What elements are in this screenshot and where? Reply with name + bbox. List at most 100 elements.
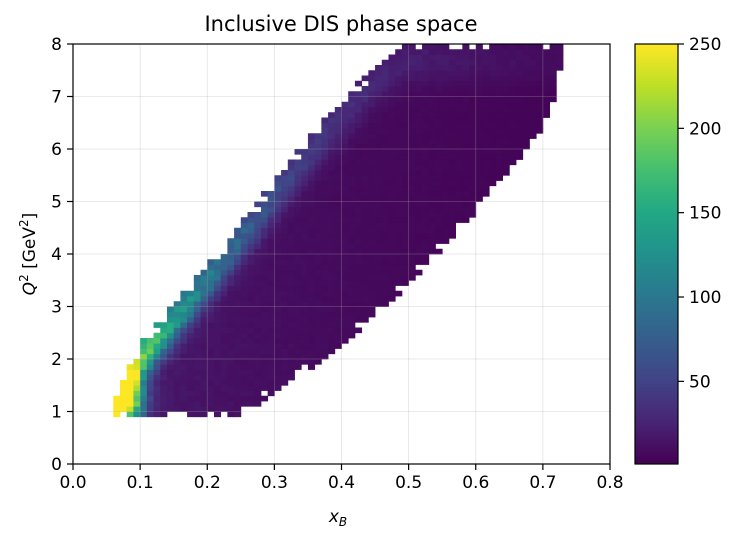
heatmap-cell bbox=[240, 359, 248, 365]
heatmap-cell bbox=[509, 54, 517, 61]
heatmap-cell bbox=[516, 49, 524, 55]
heatmap-cell bbox=[516, 101, 524, 108]
heatmap-cell bbox=[328, 285, 336, 292]
heatmap-cell bbox=[301, 269, 309, 276]
heatmap-cell bbox=[422, 212, 430, 218]
heatmap-cell bbox=[254, 311, 262, 318]
heatmap-cell bbox=[301, 275, 309, 281]
heatmap-cell bbox=[281, 269, 289, 276]
heatmap-cell bbox=[220, 359, 228, 365]
heatmap-cell bbox=[334, 227, 342, 234]
heatmap-cell bbox=[153, 395, 161, 402]
heatmap-cell bbox=[200, 296, 208, 302]
heatmap-cell bbox=[381, 138, 389, 145]
heatmap-cell bbox=[428, 128, 436, 134]
heatmap-cell bbox=[448, 128, 457, 134]
heatmap-cell bbox=[193, 275, 201, 281]
heatmap-cell bbox=[422, 185, 430, 192]
heatmap-cell bbox=[314, 206, 322, 213]
heatmap-cell bbox=[381, 154, 389, 160]
heatmap-cell bbox=[247, 306, 255, 313]
heatmap-cell bbox=[428, 138, 436, 145]
heatmap-cell bbox=[388, 170, 396, 176]
heatmap-cell bbox=[408, 59, 416, 66]
heatmap-cell bbox=[227, 364, 235, 370]
heatmap-cell bbox=[301, 159, 309, 166]
heatmap-cell bbox=[475, 70, 483, 76]
heatmap-cell bbox=[469, 170, 477, 176]
heatmap-cell bbox=[240, 332, 248, 339]
heatmap-cell bbox=[180, 332, 188, 339]
heatmap-cell bbox=[395, 75, 403, 82]
heatmap-cell bbox=[341, 107, 349, 113]
heatmap-cell bbox=[361, 96, 369, 103]
heatmap-cell bbox=[173, 317, 181, 323]
heatmap-cell bbox=[213, 390, 222, 397]
heatmap-cell bbox=[247, 296, 255, 302]
heatmap-cell bbox=[287, 374, 295, 381]
heatmap-cell bbox=[388, 149, 396, 155]
heatmap-cell bbox=[140, 369, 148, 376]
heatmap-cell bbox=[334, 222, 342, 229]
heatmap-cell bbox=[200, 374, 208, 381]
heatmap-cell bbox=[267, 374, 275, 381]
heatmap-cell bbox=[502, 44, 510, 50]
heatmap-cell bbox=[375, 269, 383, 276]
heatmap-cell bbox=[234, 269, 242, 276]
heatmap-cell bbox=[341, 122, 349, 129]
heatmap-cell bbox=[334, 128, 342, 134]
heatmap-cell bbox=[213, 311, 222, 318]
heatmap-cell bbox=[267, 348, 275, 355]
heatmap-cell bbox=[469, 180, 477, 187]
heatmap-cell bbox=[287, 217, 295, 223]
heatmap-cell bbox=[301, 170, 309, 176]
heatmap-cell bbox=[307, 248, 316, 255]
heatmap-cell bbox=[348, 122, 356, 129]
heatmap-cell bbox=[435, 154, 443, 160]
heatmap-cell bbox=[388, 75, 396, 82]
heatmap-cell bbox=[489, 154, 497, 160]
heatmap-cell bbox=[469, 143, 477, 150]
heatmap-cell bbox=[207, 269, 215, 276]
heatmap-cell bbox=[489, 149, 497, 155]
heatmap-cell bbox=[294, 233, 302, 239]
heatmap-cell bbox=[146, 374, 154, 381]
heatmap-cell bbox=[281, 259, 289, 265]
heatmap-cell bbox=[381, 75, 389, 82]
heatmap-cell bbox=[348, 112, 356, 118]
heatmap-cell bbox=[502, 54, 510, 61]
heatmap-cell bbox=[529, 128, 537, 134]
heatmap-cell bbox=[133, 401, 141, 407]
heatmap-cell bbox=[307, 296, 316, 302]
heatmap-cell bbox=[334, 217, 342, 223]
heatmap-cell bbox=[381, 170, 389, 176]
heatmap-cell bbox=[341, 191, 349, 197]
heatmap-cell bbox=[220, 390, 228, 397]
heatmap-cell bbox=[234, 254, 242, 260]
heatmap-cell bbox=[166, 390, 175, 397]
heatmap-cell bbox=[381, 149, 389, 155]
heatmap-cell bbox=[294, 164, 302, 171]
heatmap-cell bbox=[388, 269, 396, 276]
heatmap-cell bbox=[448, 65, 457, 71]
heatmap-cell bbox=[502, 143, 510, 150]
heatmap-cell bbox=[408, 269, 416, 276]
heatmap-cell bbox=[469, 49, 477, 55]
heatmap-cell bbox=[213, 269, 222, 276]
heatmap-cell bbox=[435, 101, 443, 108]
heatmap-cell bbox=[375, 212, 383, 218]
heatmap-cell bbox=[408, 175, 416, 181]
heatmap-cell bbox=[388, 185, 396, 192]
heatmap-cell bbox=[509, 96, 517, 103]
heatmap-cell bbox=[234, 353, 242, 360]
heatmap-cell bbox=[435, 49, 443, 55]
heatmap-cell bbox=[388, 128, 396, 134]
heatmap-cell bbox=[516, 86, 524, 92]
heatmap-cell bbox=[482, 117, 490, 124]
heatmap-cell bbox=[361, 149, 369, 155]
heatmap-cell bbox=[462, 54, 470, 61]
heatmap-cell bbox=[422, 259, 430, 265]
heatmap-cell bbox=[475, 101, 483, 108]
heatmap-cell bbox=[193, 348, 201, 355]
heatmap-cell bbox=[348, 149, 356, 155]
